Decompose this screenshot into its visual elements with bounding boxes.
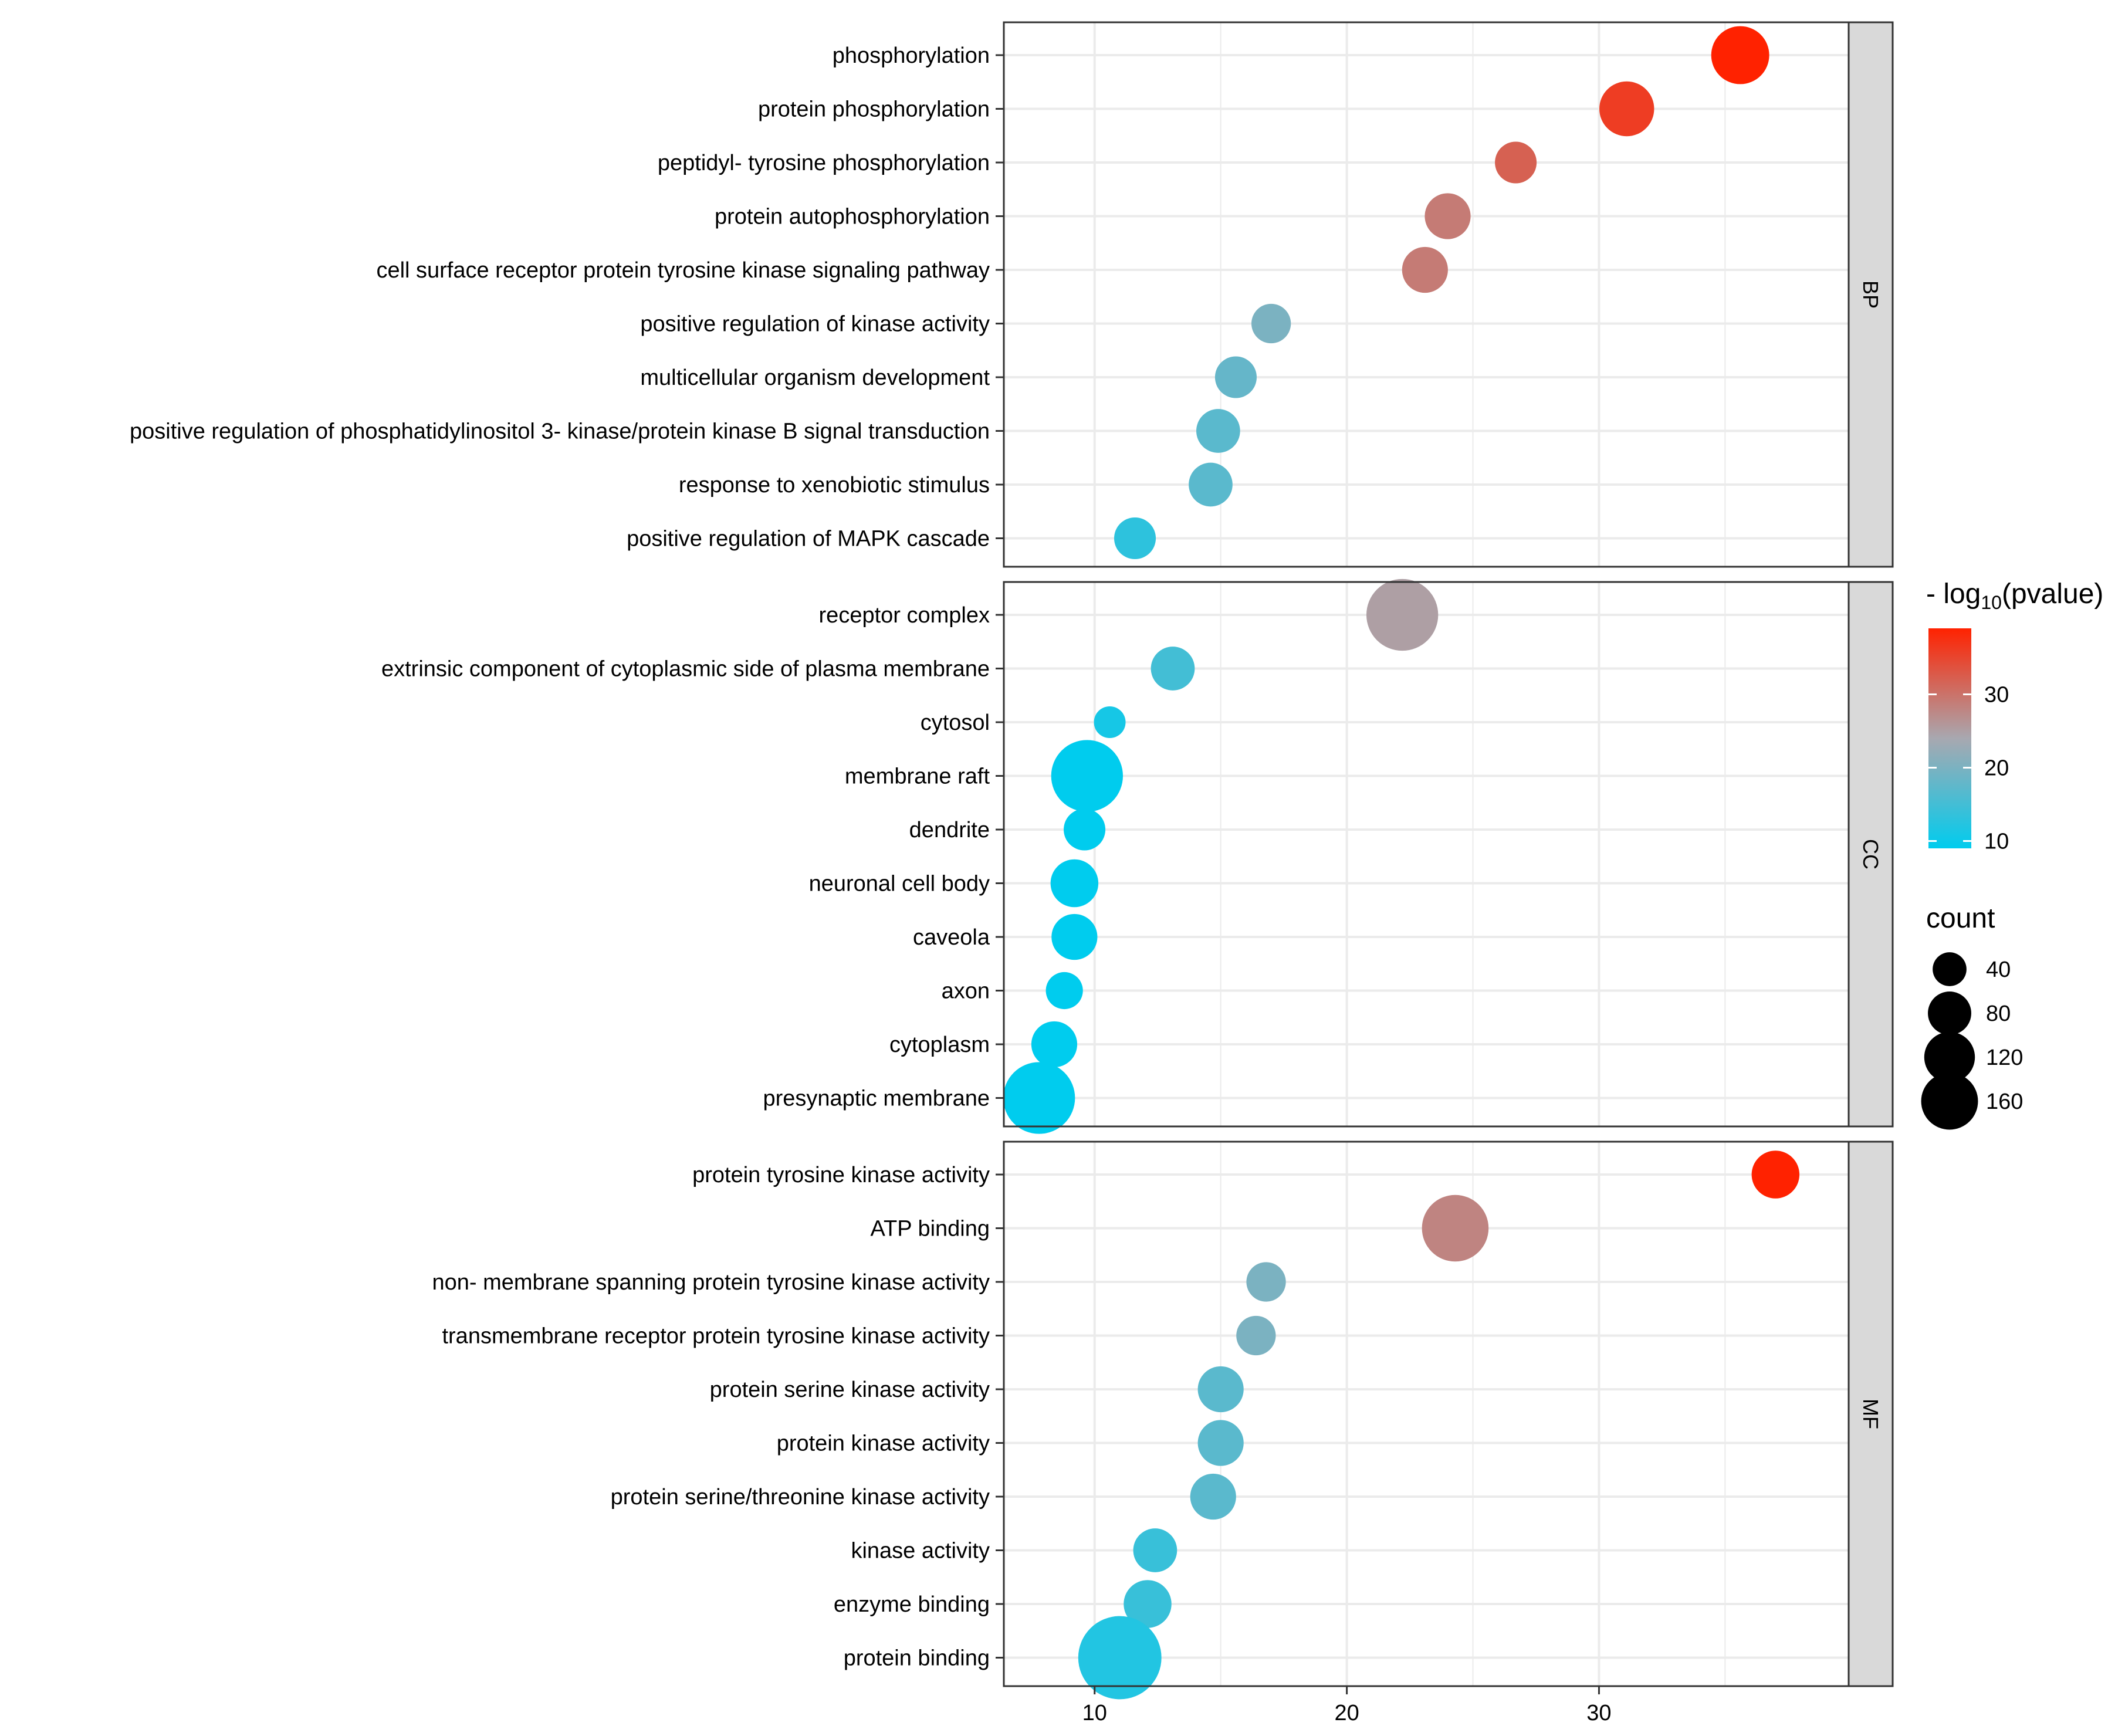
- term-label: protein kinase activity: [777, 1432, 990, 1456]
- data-point: [1190, 1473, 1236, 1520]
- data-point: [1051, 740, 1124, 812]
- term-label: axon: [942, 979, 990, 1004]
- data-point: [1711, 26, 1769, 84]
- term-label: dendrite: [909, 818, 990, 842]
- term-label: multicellular organism development: [640, 366, 990, 390]
- term-label: membrane raft: [845, 764, 990, 789]
- data-point: [1114, 517, 1156, 560]
- size-legend-key: [1928, 991, 1971, 1035]
- term-label: cell surface receptor protein tyrosine k…: [376, 258, 990, 283]
- data-point: [1031, 1021, 1078, 1068]
- size-legend-label: 40: [1986, 957, 2011, 982]
- data-point: [1251, 303, 1291, 344]
- data-point: [1197, 1366, 1244, 1413]
- data-point: [1151, 647, 1195, 691]
- term-label: transmembrane receptor protein tyrosine …: [442, 1324, 990, 1349]
- term-label: protein autophosphorylation: [715, 205, 990, 229]
- term-label: positive regulation of MAPK cascade: [627, 527, 990, 551]
- term-label: presynaptic membrane: [763, 1087, 990, 1111]
- x-tick-label: 10: [1082, 1701, 1107, 1725]
- data-point: [1196, 409, 1240, 453]
- facet-bp: phosphorylation protein phosphorylation pe…: [130, 21, 1894, 568]
- data-point: [1214, 356, 1257, 398]
- size-legend-title: count: [1926, 903, 1995, 934]
- facet-strip: [1847, 21, 1894, 568]
- term-label: response to xenobiotic stimulus: [679, 473, 990, 498]
- facet-strip-label: BP: [1859, 280, 1883, 309]
- x-tick-label: 30: [1586, 1701, 1611, 1725]
- term-label: positive regulation of phosphatidylinosi…: [130, 419, 990, 444]
- colorbar: [1928, 628, 1971, 848]
- data-point: [1189, 462, 1233, 507]
- term-label: protein binding: [844, 1646, 990, 1671]
- data-point: [1424, 193, 1471, 239]
- term-label: ATP binding: [870, 1217, 990, 1241]
- facet-strip: [1847, 581, 1894, 1128]
- facet-mf: protein tyrosine kinase activity ATP bind…: [432, 1141, 1894, 1700]
- size-legend-key: [1924, 1031, 1975, 1083]
- data-point: [1751, 1150, 1800, 1199]
- term-label: non- membrane spanning protein tyrosine …: [432, 1270, 990, 1295]
- term-label: cytosol: [921, 710, 990, 735]
- colorbar-tick-label: 10: [1984, 830, 2009, 854]
- size-legend-label: 120: [1986, 1045, 2023, 1070]
- size-legend-key: [1933, 952, 1967, 986]
- data-point: [1094, 706, 1126, 738]
- colorbar-tick-label: 30: [1984, 683, 2009, 708]
- data-point: [1366, 578, 1439, 651]
- data-point: [1422, 1194, 1489, 1262]
- term-label: protein phosphorylation: [758, 97, 990, 122]
- data-point: [1003, 1062, 1075, 1134]
- colorbar-tick-label: 20: [1984, 756, 2009, 781]
- data-point: [1051, 913, 1098, 960]
- color-legend-title: - log10(pvalue): [1926, 578, 2103, 613]
- term-label: caveola: [913, 925, 990, 950]
- data-point: [1045, 972, 1083, 1010]
- term-label: peptidyl- tyrosine phosphorylation: [658, 151, 990, 175]
- term-label: phosphorylation: [833, 43, 990, 68]
- data-point: [1064, 808, 1106, 851]
- size-legend-label: 80: [1986, 1001, 2011, 1026]
- term-label: kinase activity: [851, 1539, 990, 1564]
- size-legend-label: 160: [1986, 1089, 2023, 1114]
- data-point: [1246, 1262, 1286, 1302]
- term-label: extrinsic component of cytoplasmic side …: [381, 657, 990, 682]
- data-point: [1124, 1580, 1172, 1628]
- term-label: protein serine/threonine kinase activity: [611, 1485, 990, 1510]
- term-label: neuronal cell body: [809, 872, 990, 896]
- term-label: enzyme binding: [834, 1592, 990, 1617]
- data-point: [1197, 1420, 1244, 1466]
- data-point: [1133, 1528, 1177, 1572]
- data-point: [1402, 246, 1448, 293]
- x-tick-label: 20: [1334, 1701, 1359, 1725]
- term-label: receptor complex: [819, 603, 990, 628]
- term-label: protein serine kinase activity: [710, 1378, 990, 1402]
- facet-strip: [1847, 1141, 1894, 1687]
- data-point: [1495, 141, 1537, 184]
- facet-strip-label: MF: [1859, 1399, 1883, 1429]
- term-label: cytoplasm: [889, 1033, 990, 1057]
- term-label: positive regulation of kinase activity: [640, 312, 990, 337]
- data-point: [1078, 1616, 1162, 1700]
- data-point: [1236, 1315, 1276, 1356]
- data-point: [1050, 859, 1099, 908]
- term-label: protein tyrosine kinase activity: [692, 1163, 990, 1187]
- facet-strip-label: CC: [1859, 839, 1883, 869]
- facet-cc: receptor complex extrinsic component of c…: [381, 578, 1894, 1134]
- data-point: [1599, 81, 1654, 137]
- size-legend-key: [1921, 1072, 1978, 1130]
